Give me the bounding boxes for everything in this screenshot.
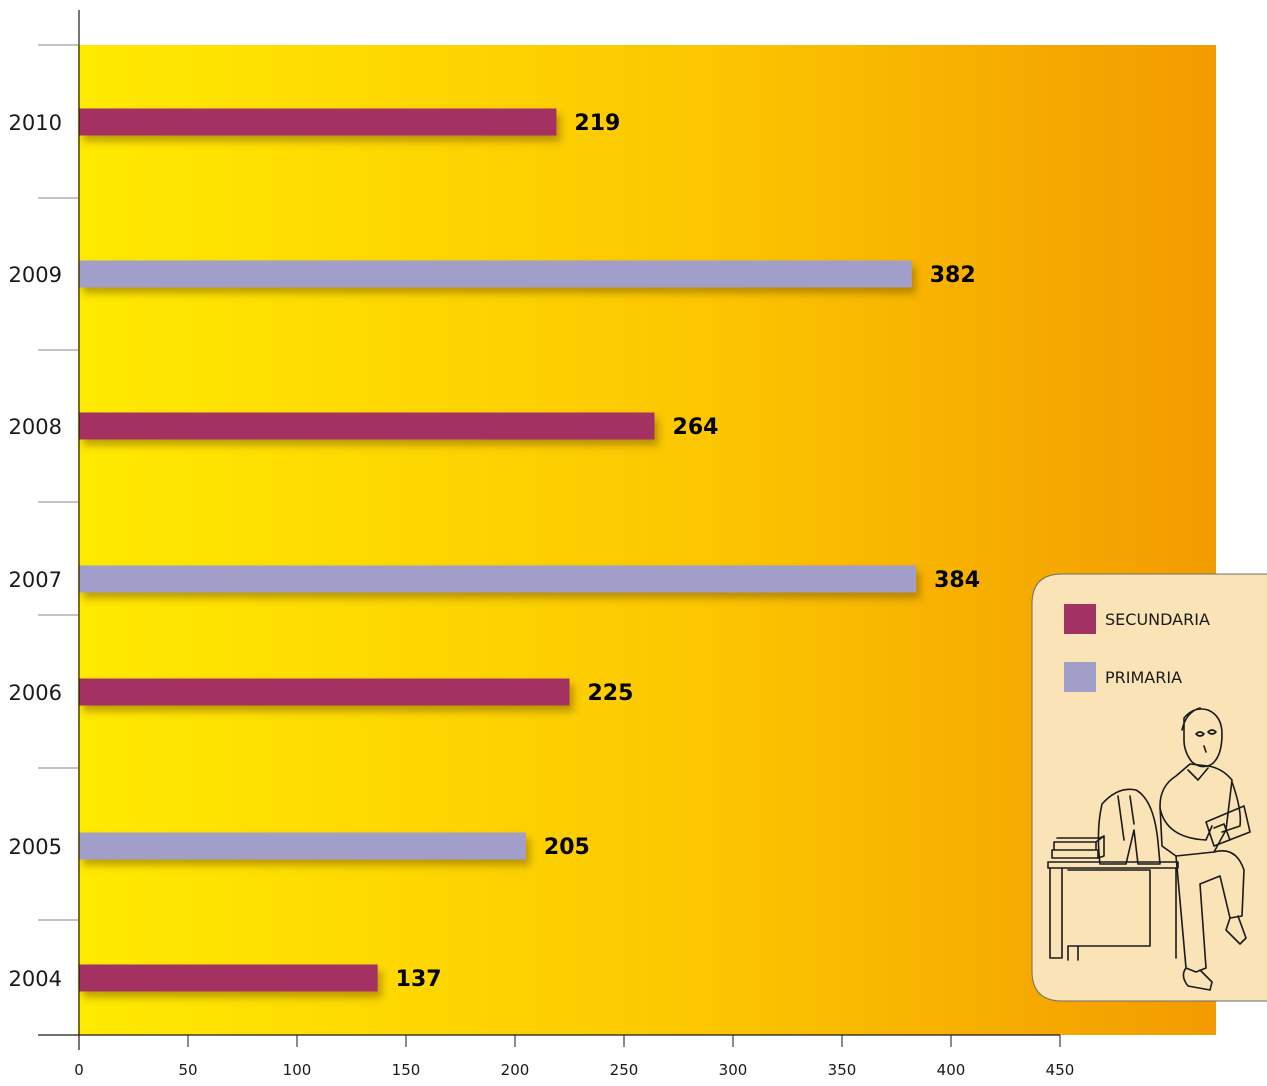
y-tick-label-2008: 2008: [9, 415, 62, 439]
bar-2005: [79, 832, 526, 860]
bar-2007: [79, 565, 917, 593]
y-tick-label-2010: 2010: [9, 111, 62, 135]
y-tick-label-2004: 2004: [9, 967, 62, 991]
x-tick-label-200: 200: [501, 1061, 530, 1079]
legend-items: SECUNDARIA PRIMARIA: [1064, 604, 1210, 692]
x-tick-label-350: 350: [828, 1061, 857, 1079]
arms-book: [1159, 781, 1251, 847]
x-tick-label-150: 150: [392, 1061, 421, 1079]
bar-value-label-2007: 384: [934, 568, 980, 593]
bar-value-label-2008: 264: [673, 415, 719, 440]
teacher-illustration: [1047, 707, 1251, 991]
bar-value-label-2005: 205: [544, 835, 590, 860]
x-tick-label-400: 400: [937, 1061, 966, 1079]
bar-2010: [79, 108, 557, 136]
y-tick-label-2007: 2007: [9, 568, 62, 592]
bar-value-label-2010: 219: [574, 111, 620, 136]
desk: [1047, 861, 1179, 961]
bar-2006: [79, 678, 570, 706]
y-tick-label-2006: 2006: [9, 681, 62, 705]
y-separators: [38, 44, 78, 1036]
y-tick-label-2009: 2009: [9, 263, 62, 287]
plot-background: [78, 45, 1216, 1035]
bar-value-label-2009: 382: [930, 263, 976, 288]
bar-value-label-2006: 225: [588, 681, 634, 706]
bar-2004: [79, 964, 378, 992]
axes: 0 50 100 150 200 250 300 350 400 450: [38, 10, 1074, 1079]
legs: [1175, 850, 1247, 991]
legend: SECUNDARIA PRIMARIA: [1031, 573, 1267, 1002]
books: [1051, 835, 1105, 859]
bar-value-label-2004: 137: [396, 967, 442, 992]
x-tick-label-300: 300: [719, 1061, 748, 1079]
x-tick-label-250: 250: [610, 1061, 639, 1079]
legend-label-secundaria: SECUNDARIA: [1105, 610, 1210, 629]
bars: 219 2010 382 2009 264 2008 384 2007 225 2006 205 20…: [9, 108, 980, 992]
eyes: [1195, 729, 1217, 753]
x-tick-label-0: 0: [74, 1061, 84, 1079]
bar-2008: [79, 412, 655, 440]
x-tick-label-50: 50: [178, 1061, 197, 1079]
legend-label-primaria: PRIMARIA: [1105, 668, 1182, 687]
head: [1181, 707, 1223, 768]
jacket: [1097, 788, 1161, 865]
legend-swatch-primaria: [1064, 662, 1096, 692]
legend-swatch-secundaria: [1064, 604, 1096, 634]
y-tick-label-2005: 2005: [9, 835, 62, 859]
x-tick-label-450: 450: [1046, 1061, 1075, 1079]
x-tick-label-100: 100: [283, 1061, 312, 1079]
torso: [1159, 763, 1233, 857]
bar-2009: [79, 260, 912, 288]
